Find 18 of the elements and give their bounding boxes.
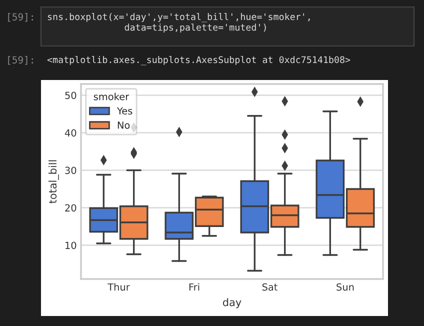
text: <matplotlib.axes._subplots.AxesSubplot at 0xdc75141b08> <box>47 56 350 66</box>
y-tick-label: 20 <box>65 204 76 212</box>
x-tick-label: Sun <box>336 283 354 291</box>
text: [59]: <box>8 56 33 65</box>
text: [59]: <box>8 13 33 22</box>
y-tick-label: 50 <box>65 92 76 100</box>
x-tick-label: Fri <box>189 283 200 291</box>
text: sns.boxplot(x='day',y='total_bill',hue='smoker', data=tips,palette='muted') <box>48 13 310 32</box>
legend-title: smoker <box>94 92 130 100</box>
y-tick-label: 10 <box>66 242 76 250</box>
legend-label: Yes <box>116 107 132 115</box>
x-axis-title: day <box>222 298 242 308</box>
y-axis-title: total_bill <box>48 160 59 204</box>
x-tick-label: Sat <box>262 283 278 291</box>
x-tick-label: Thur <box>108 283 130 291</box>
y-tick-label: 30 <box>65 166 76 174</box>
y-tick-label: 40 <box>64 129 76 137</box>
legend-label: No <box>118 122 130 129</box>
